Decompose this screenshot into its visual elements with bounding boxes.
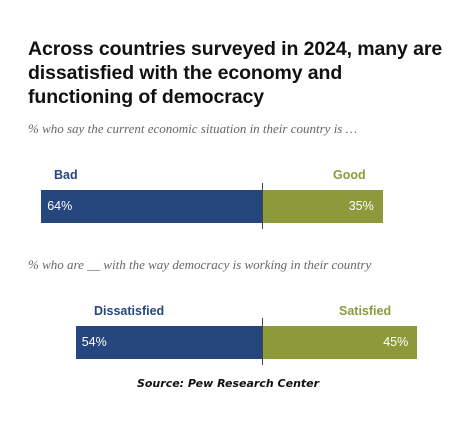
- chart-title: Across countries surveyed in 2024, many …: [28, 38, 443, 108]
- chart1-subtitle: % who say the current economic situation…: [28, 121, 358, 136]
- chart2-satisfied-bar: 45%: [262, 326, 418, 359]
- chart2-negative-label: Dissatisfied: [94, 304, 165, 318]
- chart1-bad-value: 64%: [47, 199, 73, 213]
- chart1-divider: [262, 183, 263, 229]
- chart1-bad-bar: 64%: [41, 190, 262, 223]
- chart1-positive-label: Good: [333, 168, 366, 182]
- chart2-dissatisfied-bar: 54%: [75, 326, 262, 359]
- source-note: Source: Pew Research Center: [136, 377, 320, 390]
- chart2-divider: [262, 318, 263, 365]
- chart2-satisfied-value: 45%: [383, 335, 409, 349]
- chart1-good-bar: 35%: [262, 190, 383, 223]
- chart1-negative-label: Bad: [54, 168, 78, 182]
- chart2-subtitle: % who are __ with the way democracy is w…: [28, 257, 372, 272]
- chart2-positive-label: Satisfied: [339, 304, 392, 318]
- chart1-good-value: 35%: [348, 199, 374, 213]
- chart2-dissatisfied-value: 54%: [81, 335, 107, 349]
